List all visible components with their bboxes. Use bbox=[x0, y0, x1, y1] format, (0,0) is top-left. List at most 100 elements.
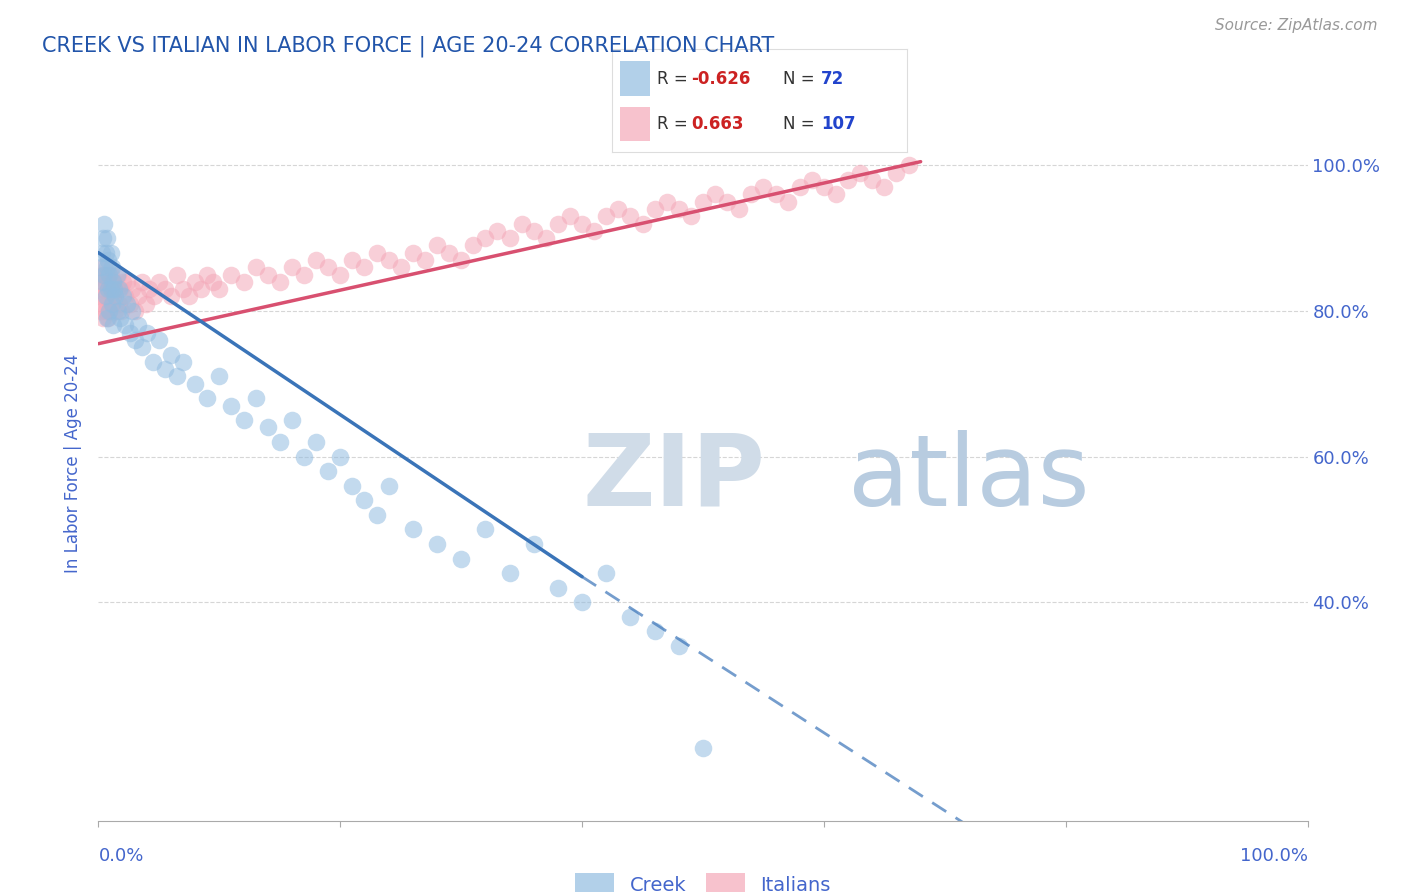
Point bbox=[117, 275, 139, 289]
Point bbox=[547, 217, 569, 231]
Point bbox=[91, 296, 114, 310]
Point bbox=[789, 180, 811, 194]
Point bbox=[103, 275, 125, 289]
Point bbox=[692, 740, 714, 755]
Point bbox=[292, 268, 315, 282]
Point bbox=[269, 275, 291, 289]
Point bbox=[679, 209, 702, 223]
Point bbox=[450, 252, 472, 267]
Point bbox=[402, 522, 425, 536]
Point bbox=[127, 318, 149, 333]
Point bbox=[316, 464, 339, 478]
Bar bbox=[620, 62, 650, 96]
Point bbox=[245, 260, 267, 275]
Point bbox=[849, 165, 872, 179]
Point bbox=[101, 275, 124, 289]
Point bbox=[281, 260, 304, 275]
Point bbox=[100, 296, 122, 310]
Point bbox=[245, 392, 267, 406]
Point bbox=[100, 245, 122, 260]
Point bbox=[97, 282, 120, 296]
Point bbox=[377, 252, 399, 267]
Point bbox=[148, 333, 170, 347]
Point bbox=[353, 493, 375, 508]
Point bbox=[127, 289, 149, 303]
Point bbox=[195, 268, 218, 282]
Point bbox=[100, 268, 122, 282]
Text: 107: 107 bbox=[821, 115, 856, 133]
Point bbox=[195, 392, 218, 406]
Point bbox=[292, 450, 315, 464]
Point bbox=[111, 275, 134, 289]
Point bbox=[111, 289, 134, 303]
Point bbox=[105, 282, 128, 296]
Point bbox=[426, 537, 449, 551]
Point bbox=[305, 435, 328, 450]
Point bbox=[886, 165, 908, 179]
Point bbox=[389, 260, 412, 275]
Point bbox=[96, 296, 118, 310]
Point bbox=[107, 304, 129, 318]
Point bbox=[98, 304, 121, 318]
Point bbox=[91, 282, 114, 296]
Point bbox=[135, 326, 157, 340]
Point bbox=[93, 289, 115, 303]
Point bbox=[91, 268, 114, 282]
Point bbox=[166, 268, 188, 282]
Point bbox=[413, 252, 436, 267]
Point bbox=[329, 268, 352, 282]
Point bbox=[118, 326, 141, 340]
Point bbox=[98, 268, 121, 282]
Point bbox=[800, 173, 823, 187]
Point bbox=[316, 260, 339, 275]
Point bbox=[97, 282, 120, 296]
Point bbox=[118, 296, 141, 310]
Point bbox=[644, 624, 666, 639]
Point bbox=[101, 318, 124, 333]
Point bbox=[221, 399, 243, 413]
Point bbox=[668, 202, 690, 216]
Point bbox=[534, 231, 557, 245]
Point bbox=[166, 369, 188, 384]
Point bbox=[631, 217, 654, 231]
Text: -0.626: -0.626 bbox=[692, 70, 751, 88]
Point bbox=[825, 187, 848, 202]
Point bbox=[172, 355, 194, 369]
Text: ZIP: ZIP bbox=[582, 430, 765, 526]
Point bbox=[366, 245, 388, 260]
Point bbox=[655, 194, 678, 209]
Point bbox=[89, 289, 111, 303]
Point bbox=[463, 238, 485, 252]
Point bbox=[510, 217, 533, 231]
Point bbox=[104, 304, 127, 318]
Point bbox=[752, 180, 775, 194]
Text: 0.663: 0.663 bbox=[692, 115, 744, 133]
Point bbox=[96, 231, 118, 245]
Text: atlas: atlas bbox=[848, 430, 1090, 526]
Point bbox=[523, 224, 546, 238]
Point bbox=[571, 217, 593, 231]
Point bbox=[342, 478, 364, 492]
Point bbox=[90, 304, 112, 318]
Point bbox=[813, 180, 835, 194]
Point bbox=[90, 260, 112, 275]
Point bbox=[190, 282, 212, 296]
Point bbox=[100, 282, 122, 296]
Point bbox=[329, 450, 352, 464]
Point bbox=[94, 245, 117, 260]
Point bbox=[108, 282, 131, 296]
Point bbox=[897, 158, 920, 172]
Bar bbox=[620, 106, 650, 141]
Point bbox=[269, 435, 291, 450]
Point bbox=[208, 282, 231, 296]
Point bbox=[96, 260, 118, 275]
Point bbox=[498, 566, 520, 580]
Point bbox=[108, 282, 131, 296]
Point bbox=[402, 245, 425, 260]
Point bbox=[728, 202, 751, 216]
Y-axis label: In Labor Force | Age 20-24: In Labor Force | Age 20-24 bbox=[65, 354, 83, 574]
Point bbox=[117, 296, 139, 310]
Point bbox=[232, 275, 254, 289]
Point bbox=[202, 275, 225, 289]
Point bbox=[716, 194, 738, 209]
